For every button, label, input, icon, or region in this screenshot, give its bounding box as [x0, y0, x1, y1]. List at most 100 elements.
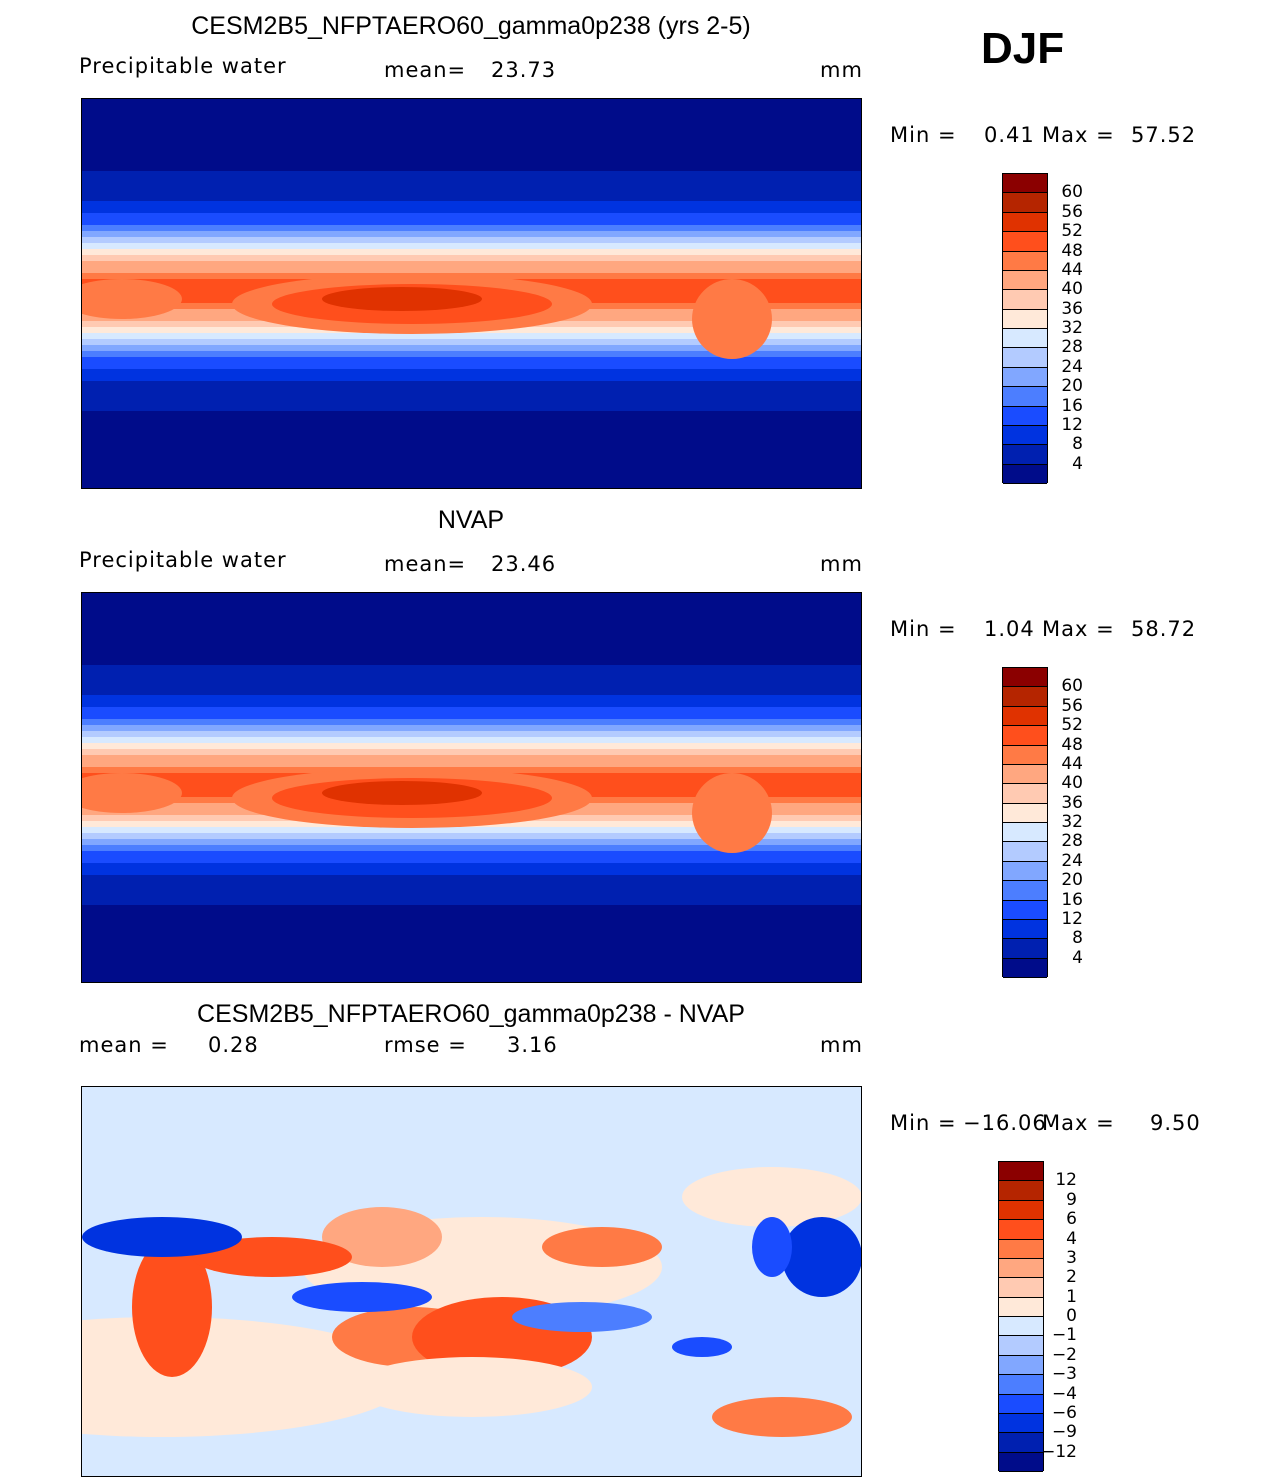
colorbar-swatch — [1003, 745, 1047, 765]
colorbar-swatch — [1003, 939, 1047, 959]
contour-band — [82, 381, 861, 388]
contour-band — [82, 899, 861, 906]
min-value: −16.06 — [963, 1111, 1047, 1135]
contour-band — [82, 893, 861, 900]
contour-band — [82, 357, 861, 364]
max-label: Max = — [1042, 1111, 1115, 1135]
colorbar-tick-label: 8 — [1072, 928, 1083, 949]
colorbar-tick-label: 4 — [1072, 453, 1083, 474]
contour-region — [322, 1207, 442, 1267]
contour-band — [82, 731, 861, 738]
colorbar-swatch — [999, 1413, 1043, 1434]
contour-band — [82, 363, 861, 370]
contour-band — [82, 857, 861, 864]
variable-label: Precipitable water — [79, 54, 287, 78]
colorbar-tick-label: 24 — [1061, 356, 1083, 377]
contour-band — [82, 665, 861, 672]
min-label: Min = — [890, 617, 957, 641]
contour-band — [82, 399, 861, 406]
contour-band — [82, 689, 861, 696]
colorbar-tick-label: 48 — [1061, 240, 1083, 261]
max-label: Max = — [1042, 123, 1115, 147]
colorbar-tick-label: 0 — [1066, 1306, 1077, 1326]
max-value: 9.50 — [1150, 1111, 1201, 1135]
colorbar-swatch — [1003, 406, 1047, 426]
colorbar-tick-label: 56 — [1061, 695, 1083, 716]
contour-band — [82, 875, 861, 882]
colorbar-swatch — [999, 1355, 1043, 1376]
colorbar-swatch — [1003, 425, 1047, 446]
contour-region — [192, 1237, 352, 1277]
colorbar-tick-label: 24 — [1061, 850, 1083, 871]
contour-band — [82, 671, 861, 678]
colorbar-tick-label: −6 — [1051, 1402, 1077, 1423]
colorbar-swatch — [1003, 958, 1047, 978]
mean-label: mean = — [79, 1033, 169, 1057]
contour-band — [82, 929, 861, 936]
contour-region — [682, 1167, 861, 1227]
units-label: mm — [820, 552, 863, 576]
map-panel — [81, 98, 862, 489]
contour-band — [82, 201, 861, 208]
colorbar-swatch — [999, 1375, 1043, 1395]
colorbar-swatch — [999, 1452, 1043, 1472]
colorbar-swatch — [999, 1317, 1043, 1337]
contour-band — [82, 267, 861, 274]
contour-band — [82, 755, 861, 762]
min-value: 1.04 — [984, 617, 1035, 641]
contour-band — [82, 653, 861, 660]
colorbar-tick-label: 4 — [1066, 1228, 1077, 1249]
panel-title: NVAP — [437, 506, 505, 534]
colorbar-tick-label: 3 — [1066, 1247, 1077, 1268]
colorbar-swatch — [999, 1336, 1043, 1356]
colorbar — [998, 1161, 1044, 1472]
contour-region — [692, 773, 772, 853]
colorbar-tick-label: 1 — [1066, 1286, 1077, 1307]
colorbar-tick-label: −1 — [1051, 1325, 1077, 1346]
panel-title: CESM2B5_NFPTAERO60_gamma0p238 (yrs 2-5) — [191, 12, 751, 40]
min-label: Min = — [890, 123, 957, 147]
contour-band — [82, 177, 861, 184]
contour-region — [132, 1237, 212, 1377]
colorbar-swatch — [999, 1278, 1043, 1298]
stat-value: 23.73 — [491, 58, 557, 82]
colorbar-tick-label: 6 — [1066, 1209, 1077, 1230]
contour-band — [82, 851, 861, 858]
colorbar-tick-label: 56 — [1061, 201, 1083, 222]
contour-region — [542, 1227, 662, 1267]
contour-band — [82, 435, 861, 442]
colorbar-tick-label: 32 — [1061, 812, 1083, 832]
colorbar-swatch — [1003, 764, 1047, 785]
colorbar-tick-label: 52 — [1061, 715, 1083, 736]
colorbar-swatch — [1003, 329, 1047, 349]
colorbar-tick-label: 40 — [1061, 773, 1083, 794]
contour-band — [82, 737, 861, 744]
colorbar-swatch — [1003, 726, 1047, 746]
contour-band — [82, 743, 861, 750]
colorbar-tick-label: 32 — [1061, 318, 1083, 338]
max-value: 57.52 — [1131, 123, 1197, 147]
units-label: mm — [820, 58, 863, 82]
colorbar-tick-label: −9 — [1051, 1422, 1077, 1443]
map-panel — [81, 592, 862, 983]
colorbar-tick-label: 28 — [1061, 831, 1083, 852]
colorbar-swatch — [1003, 387, 1047, 407]
colorbar-swatch — [1003, 270, 1047, 291]
colorbar-swatch — [1003, 881, 1047, 901]
colorbar-swatch — [1003, 309, 1047, 329]
contour-band — [82, 339, 861, 346]
mean-value: 0.28 — [208, 1033, 259, 1057]
colorbar-tick-label: −3 — [1051, 1364, 1077, 1385]
colorbar-swatch — [1003, 668, 1047, 688]
colorbar-tick-label: 36 — [1061, 298, 1083, 319]
colorbar-swatch — [1003, 367, 1047, 388]
colorbar-swatch — [1003, 784, 1047, 804]
contour-band — [82, 695, 861, 702]
colorbar-swatch — [999, 1394, 1043, 1414]
map-panel — [81, 1086, 862, 1477]
colorbar-swatch — [1003, 290, 1047, 310]
colorbar-swatch — [999, 1297, 1043, 1317]
contour-band — [82, 231, 861, 238]
contour-band — [82, 863, 861, 870]
contour-band — [82, 701, 861, 708]
